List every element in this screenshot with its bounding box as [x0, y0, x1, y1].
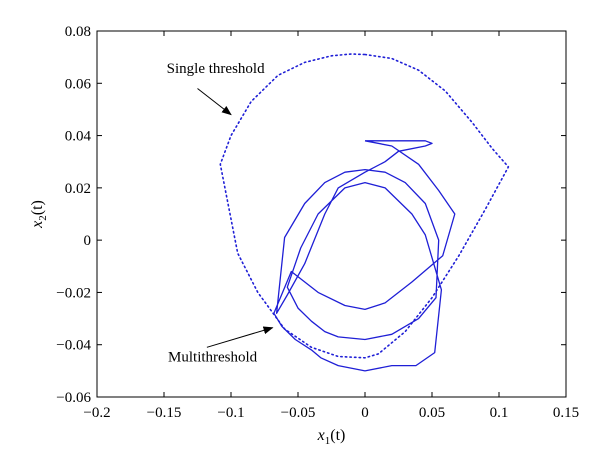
- x-tick-label: −0.05: [281, 405, 316, 421]
- x-tick-label: 0.15: [553, 405, 579, 421]
- annotations: Single threshold Multithreshold: [167, 61, 274, 366]
- y-tick-label: −0.02: [56, 285, 91, 301]
- y-tick-label: −0.04: [56, 338, 91, 354]
- plot-frame: [96, 30, 567, 398]
- y-tick-label: 0: [84, 233, 92, 249]
- x-axis-label: x1(t): [317, 427, 346, 447]
- y-tick-label: 0.06: [65, 76, 92, 92]
- ticks: −0.2 −0.15 −0.1 −0.05 0 0.05 0.1 0.15 −0.06 −0.04…: [56, 24, 579, 421]
- plot-area: [97, 31, 566, 397]
- x-tick-label: 0.05: [419, 405, 445, 421]
- x-tick-label: −0.15: [147, 405, 182, 421]
- series-single-threshold: [219, 53, 510, 359]
- y-axis-label: x2(t): [29, 200, 49, 229]
- x-tick-label: 0.1: [490, 405, 509, 421]
- axis-labels: x1(t) x2(t): [29, 200, 345, 447]
- y-tick-label: 0.08: [65, 24, 91, 40]
- annotation-label: Single threshold: [167, 61, 265, 77]
- y-tick-label: 0.04: [65, 129, 92, 145]
- annotation-label: Multithreshold: [168, 350, 258, 366]
- x-tick-label: 0: [361, 405, 369, 421]
- x-tick-label: −0.2: [83, 405, 110, 421]
- x-tick-label: −0.1: [217, 405, 244, 421]
- series-multithreshold: [273, 140, 456, 372]
- series-layer: [219, 53, 510, 372]
- annotation-arrow: [197, 88, 232, 116]
- annotation-arrow: [206, 326, 274, 348]
- y-tick-label: 0.02: [65, 181, 91, 197]
- y-tick-label: −0.06: [56, 390, 91, 406]
